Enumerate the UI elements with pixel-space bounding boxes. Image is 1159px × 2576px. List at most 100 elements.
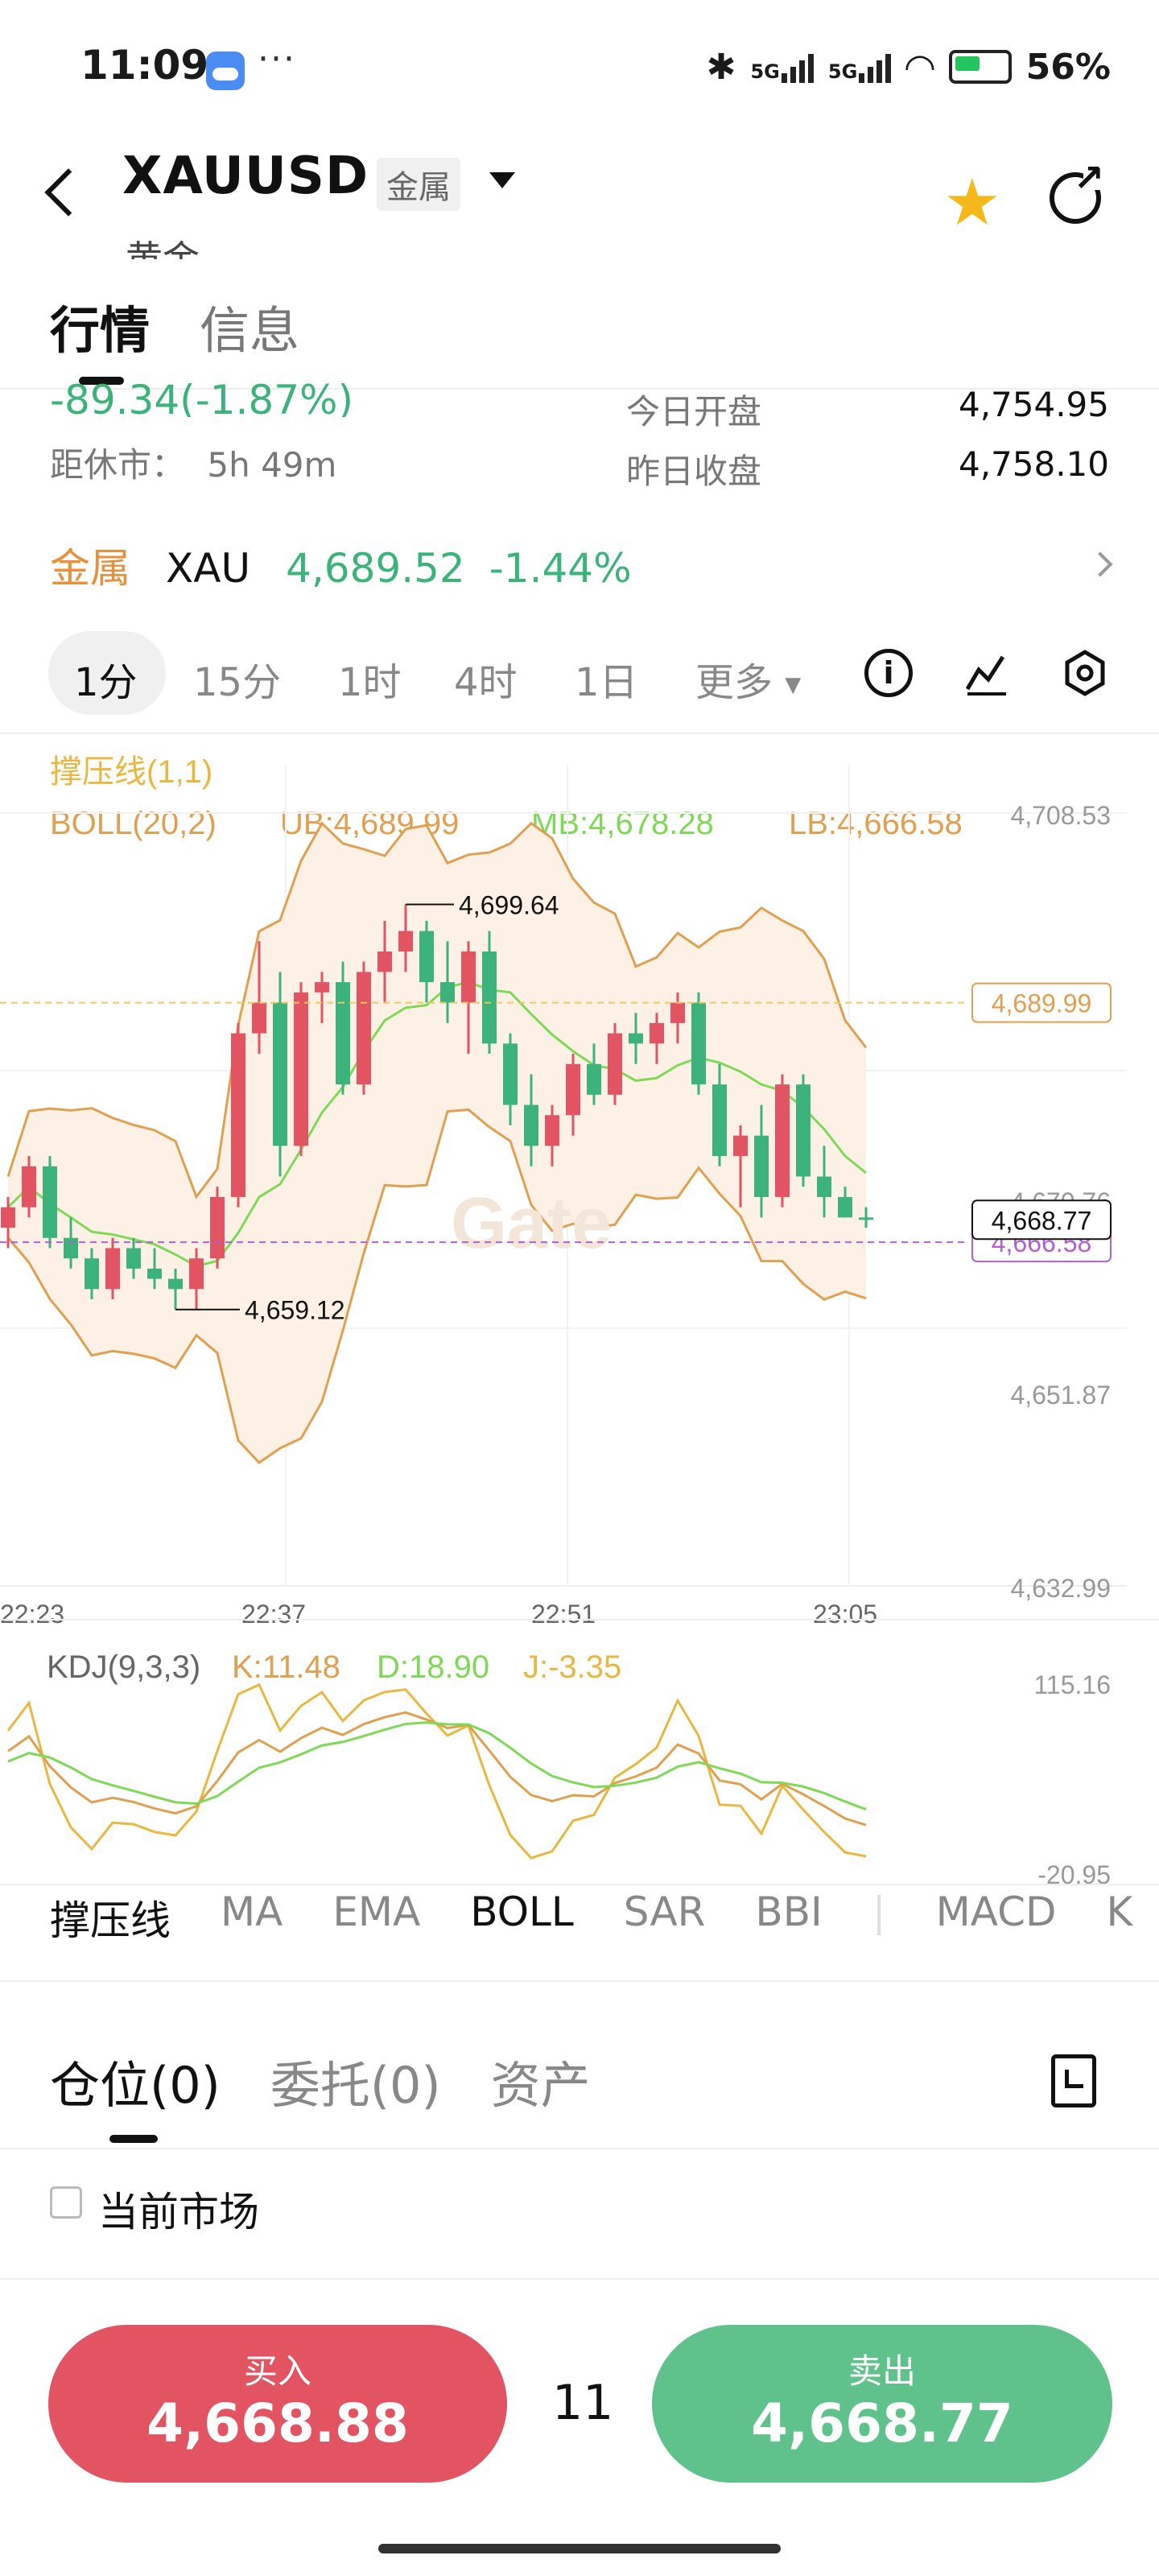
kdj-d-label: D:18.90 [377, 1649, 489, 1685]
symbol-subtitle: 黄金 [126, 237, 200, 259]
indicator-macd[interactable]: MACD [935, 1889, 1057, 1935]
chevron-down-icon: ▼ [785, 673, 802, 697]
candle-body [691, 1002, 706, 1085]
current-price-tag-box [971, 1199, 1112, 1241]
price-chart[interactable]: 撑压线(1,1) BOLL(20,2) UB:4,689.99 MB:4,678… [0, 733, 1159, 1889]
buy-button[interactable]: 买入 4,668.88 [48, 2325, 507, 2483]
tab-positions[interactable]: 仓位(0) [50, 2056, 221, 2115]
position-tabs: 仓位(0) 委托(0) 资产 [50, 2045, 591, 2117]
candle-body [733, 1135, 748, 1157]
category-tag: 金属 [377, 158, 460, 211]
favorite-star-icon[interactable]: ★ [943, 165, 1001, 240]
timeframe-4h[interactable]: 4时 [454, 660, 518, 705]
metal-category: 金属 [50, 545, 130, 592]
timeframe-1d[interactable]: 1日 [575, 660, 638, 705]
boll-band-fill [8, 823, 866, 1463]
back-button[interactable] [44, 168, 93, 217]
candle-body [775, 1084, 790, 1197]
metal-index-row[interactable]: 金属 XAU 4,689.52 -1.44% [50, 536, 632, 594]
indicator-sr[interactable]: 撑压线 [50, 1897, 171, 1944]
candle-body [294, 992, 308, 1146]
chart-top-divider [0, 733, 1159, 734]
candle-body [126, 1248, 141, 1269]
chart-annotations: 4,699.644,659.124,689.994,666.584,668.77 [0, 890, 1112, 1325]
status-time: 11:09 [80, 42, 209, 89]
chart-settings-icon[interactable] [1061, 649, 1109, 697]
kdj-d-line [7, 1721, 867, 1811]
candle-body [817, 1176, 831, 1197]
candle-body [859, 1217, 873, 1220]
indicator-bbi[interactable]: BBI [755, 1889, 823, 1935]
boll-label: BOLL(20,2) [50, 806, 217, 841]
weather-icon [206, 52, 245, 90]
low-annotation: 4,659.12 [245, 1296, 345, 1325]
share-icon[interactable] [1050, 156, 1104, 224]
candle-body [650, 1022, 664, 1044]
candle-body [22, 1166, 36, 1208]
tab-underline [79, 377, 124, 385]
y-tick-label: 4,651.87 [1010, 1381, 1111, 1410]
indicator-bottom-divider [0, 1980, 1159, 1982]
kdj-label: KDJ(9,3,3) [47, 1649, 200, 1685]
candlestick-chart[interactable]: 撑压线(1,1) BOLL(20,2) UB:4,689.99 MB:4,678… [0, 733, 1159, 1889]
tab-info[interactable]: 信息 [200, 301, 300, 360]
indicator-chart-icon[interactable] [963, 649, 1011, 697]
candle-body [168, 1278, 183, 1290]
status-bar: 11:09 ··· ✱ 5G 5G ◠ 56% [0, 0, 1159, 137]
high-annotation: 4,699.64 [459, 890, 559, 919]
candle-body [398, 931, 413, 952]
order-history-icon[interactable] [1051, 2054, 1096, 2107]
indicator-ma[interactable]: MA [221, 1889, 283, 1935]
candle-body [754, 1135, 769, 1197]
header-divider [0, 388, 1159, 390]
boll-upper-line [6, 821, 868, 1199]
candle-body [545, 1115, 559, 1146]
candle-body [147, 1268, 162, 1279]
candle-body [231, 1033, 245, 1197]
candle-body [252, 1002, 266, 1034]
current-price-tag: 4,668.77 [992, 1206, 1092, 1235]
timeframe-15m[interactable]: 15分 [193, 660, 282, 705]
indicator-kdj[interactable]: K [1106, 1889, 1133, 1935]
tab-market[interactable]: 行情 [50, 301, 151, 360]
timeframe-more[interactable]: 更多 ▼ [695, 650, 801, 707]
kdj-y-tick: 115.16 [1034, 1670, 1112, 1699]
indicator-divider: | [872, 1889, 886, 1935]
candle-body [105, 1248, 120, 1290]
signal-icon-2 [859, 51, 892, 83]
ub-price-tag-box [971, 982, 1112, 1023]
indicator-top-divider [0, 1884, 1159, 1885]
candle-body [64, 1237, 78, 1259]
kdj-y-tick: -20.95 [1037, 1860, 1111, 1884]
current-market-checkbox[interactable] [50, 2186, 82, 2219]
symbol-dropdown-icon[interactable] [489, 172, 515, 188]
boll-mid-line [6, 980, 867, 1268]
x-tick-label: 23:05 [813, 1600, 877, 1629]
kdj-k-line [7, 1711, 867, 1827]
timeframe-1m[interactable]: 1分 [74, 660, 138, 705]
info-icon[interactable]: i [864, 649, 913, 697]
kdj-k-label: K:11.48 [232, 1649, 340, 1685]
indicator-ema[interactable]: EMA [332, 1889, 421, 1935]
timeframe-1h[interactable]: 1时 [338, 660, 402, 705]
indicator-sar[interactable]: SAR [623, 1889, 706, 1935]
indicator-boll[interactable]: BOLL [470, 1889, 574, 1935]
x-tick-label: 22:37 [241, 1600, 306, 1629]
candle-body [210, 1196, 225, 1259]
current-market-label[interactable]: 当前市场 [98, 2189, 259, 2235]
candle-body [608, 1033, 622, 1095]
chevron-right-icon[interactable] [1087, 551, 1113, 577]
spread-value: 11 [552, 2375, 614, 2431]
today-open-value: 4,754.95 [958, 385, 1109, 424]
kdj-j-line [6, 1682, 867, 1860]
candle-body [587, 1063, 601, 1095]
timeframe-more-label: 更多 [695, 660, 773, 705]
ub-price-tag: 4,689.99 [992, 989, 1092, 1018]
tab-assets[interactable]: 资产 [490, 2056, 591, 2115]
tab-orders[interactable]: 委托(0) [270, 2056, 441, 2115]
candle-body [419, 931, 434, 983]
symbol-title[interactable]: XAUUSD [122, 147, 369, 206]
home-indicator[interactable] [378, 2544, 781, 2553]
sell-button[interactable]: 卖出 4,668.77 [652, 2325, 1112, 2483]
indicator-list: 撑压线 MA EMA BOLL SAR BBI | MACD K [50, 1889, 1132, 1946]
